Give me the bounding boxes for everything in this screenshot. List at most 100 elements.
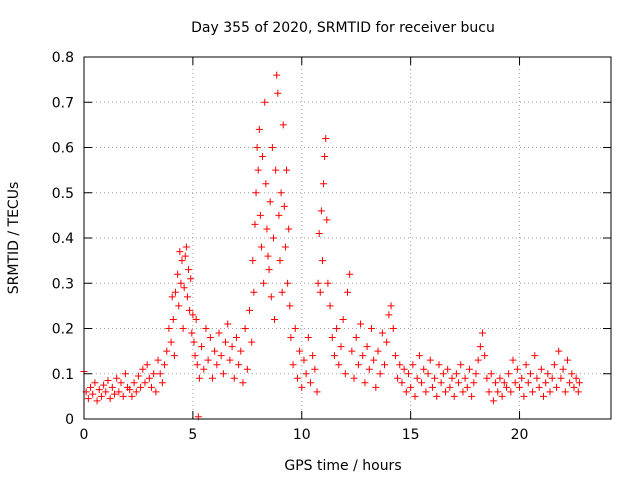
data-point	[344, 288, 351, 296]
data-point	[470, 379, 478, 387]
data-point	[313, 388, 321, 396]
data-point	[174, 270, 182, 278]
data-point	[189, 311, 197, 319]
data-point	[520, 392, 528, 400]
data-point	[202, 325, 210, 332]
data-point	[182, 243, 190, 251]
data-point	[539, 392, 547, 400]
y-axis-label: SRMTID / TECUs	[6, 182, 22, 295]
data-point	[468, 392, 476, 400]
data-point	[158, 379, 166, 387]
data-point	[502, 383, 510, 391]
data-point	[84, 395, 92, 403]
data-point	[87, 383, 95, 391]
data-point	[524, 379, 532, 387]
data-point	[254, 166, 262, 174]
data-point	[426, 356, 434, 364]
y-tick-label: 0.2	[52, 322, 74, 338]
y-tick-label: 0.5	[52, 186, 74, 202]
data-point	[279, 121, 287, 129]
data-point	[566, 379, 574, 387]
data-point	[285, 225, 293, 233]
data-point	[264, 252, 272, 260]
data-point	[348, 347, 356, 355]
data-point	[455, 379, 463, 387]
data-point	[424, 370, 432, 378]
data-point	[239, 379, 247, 387]
data-point	[262, 180, 270, 188]
data-point	[542, 379, 550, 387]
data-point	[306, 379, 314, 387]
data-point	[128, 392, 136, 400]
data-point	[441, 388, 449, 396]
data-point	[100, 381, 108, 389]
data-point	[167, 338, 175, 346]
data-point	[192, 315, 200, 323]
data-point	[337, 343, 345, 351]
y-tick-label: 0.4	[52, 231, 74, 247]
chart-title: Day 355 of 2020, SRMTID for receiver buc…	[191, 20, 495, 36]
data-point	[191, 352, 199, 360]
data-point	[314, 279, 322, 287]
data-point	[381, 361, 389, 369]
data-point	[321, 153, 329, 161]
data-point	[208, 374, 216, 382]
data-point	[474, 356, 482, 364]
data-point	[500, 379, 508, 387]
data-point	[204, 356, 212, 364]
y-tick-label: 0.1	[52, 367, 74, 383]
data-point	[213, 361, 221, 369]
y-tick-label: 0.7	[52, 95, 74, 111]
data-point	[134, 372, 142, 380]
data-point	[267, 293, 275, 301]
data-point	[409, 361, 417, 369]
data-point	[370, 356, 378, 364]
x-tick-label: 5	[188, 427, 197, 443]
data-point	[269, 234, 277, 242]
data-point	[190, 338, 198, 346]
data-point	[476, 343, 484, 351]
data-point	[232, 334, 240, 342]
data-point	[568, 370, 576, 378]
data-point	[168, 293, 176, 301]
data-point	[255, 125, 263, 133]
data-point	[121, 370, 129, 378]
data-point	[485, 388, 493, 396]
data-point	[367, 325, 375, 332]
data-point	[341, 370, 349, 378]
data-point	[300, 356, 308, 364]
data-point	[350, 374, 358, 382]
data-point	[529, 388, 537, 396]
data-point	[156, 370, 164, 378]
data-point	[563, 356, 571, 364]
data-point	[361, 379, 369, 387]
data-point	[119, 392, 127, 400]
data-point	[498, 392, 506, 400]
data-point	[178, 257, 186, 265]
data-point	[280, 202, 288, 210]
data-point	[459, 388, 467, 396]
data-point	[465, 365, 473, 373]
data-point	[150, 370, 158, 378]
data-point	[304, 334, 312, 342]
y-tick-label: 0	[65, 412, 74, 428]
data-point	[222, 338, 230, 346]
data-point	[324, 279, 332, 287]
data-point	[531, 352, 539, 360]
data-point	[398, 379, 406, 387]
data-point	[293, 374, 301, 382]
data-point	[261, 98, 269, 106]
data-point	[154, 356, 162, 364]
data-point	[463, 383, 471, 391]
data-point	[461, 374, 469, 382]
data-point	[413, 374, 421, 382]
data-point	[481, 352, 489, 360]
data-point	[322, 134, 330, 142]
data-point	[505, 370, 513, 378]
data-point	[433, 392, 441, 400]
data-point	[175, 302, 183, 310]
data-point	[263, 225, 271, 233]
data-point	[394, 374, 402, 382]
data-point	[365, 365, 373, 373]
